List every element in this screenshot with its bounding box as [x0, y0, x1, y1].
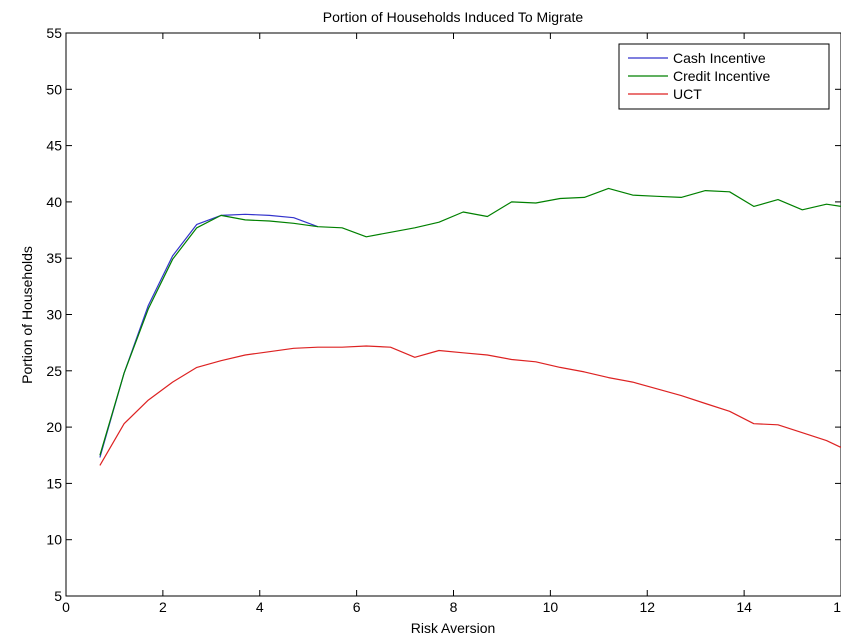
- y-tick-label: 35: [46, 250, 62, 266]
- y-axis-label: Portion of Households: [19, 246, 35, 384]
- y-tick-label: 50: [46, 81, 62, 97]
- x-tick-label: 16: [833, 599, 841, 615]
- y-tick-label: 15: [46, 475, 62, 491]
- legend: Cash Incentive Credit Incentive UCT: [618, 43, 830, 110]
- y-tick-label: 10: [46, 532, 62, 548]
- legend-label-uct: UCT: [673, 86, 702, 102]
- axis-ticks: 0 2 4 6 8 10 12 14 16 5 10 15 20 25 30 35 40 45 50 55: [46, 25, 841, 615]
- y-tick-label: 40: [46, 194, 62, 210]
- series-layer: [99, 187, 841, 466]
- y-tick-label: 5: [54, 588, 62, 604]
- y-tick-label: 30: [46, 307, 62, 323]
- x-tick-label: 0: [62, 599, 70, 615]
- y-tick-label: 25: [46, 363, 62, 379]
- x-tick-label: 14: [736, 599, 752, 615]
- x-tick-label: 8: [450, 599, 458, 615]
- x-tick-label: 6: [353, 599, 361, 615]
- chart-title: Portion of Households Induced To Migrate: [323, 9, 584, 25]
- x-tick-label: 12: [639, 599, 655, 615]
- y-tick-label: 45: [46, 138, 62, 154]
- x-tick-label: 2: [159, 599, 167, 615]
- y-tick-label: 20: [46, 419, 62, 435]
- series-line-credit-incentive: [99, 187, 841, 456]
- x-tick-label: 10: [543, 599, 559, 615]
- legend-label-cash-incentive: Cash Incentive: [673, 50, 766, 66]
- plot-area: [65, 32, 841, 597]
- legend-label-credit-incentive: Credit Incentive: [673, 68, 770, 84]
- series-line-uct: [99, 345, 841, 466]
- x-axis-label: Risk Aversion: [411, 620, 496, 636]
- x-tick-label: 4: [256, 599, 264, 615]
- y-tick-label: 55: [46, 25, 62, 41]
